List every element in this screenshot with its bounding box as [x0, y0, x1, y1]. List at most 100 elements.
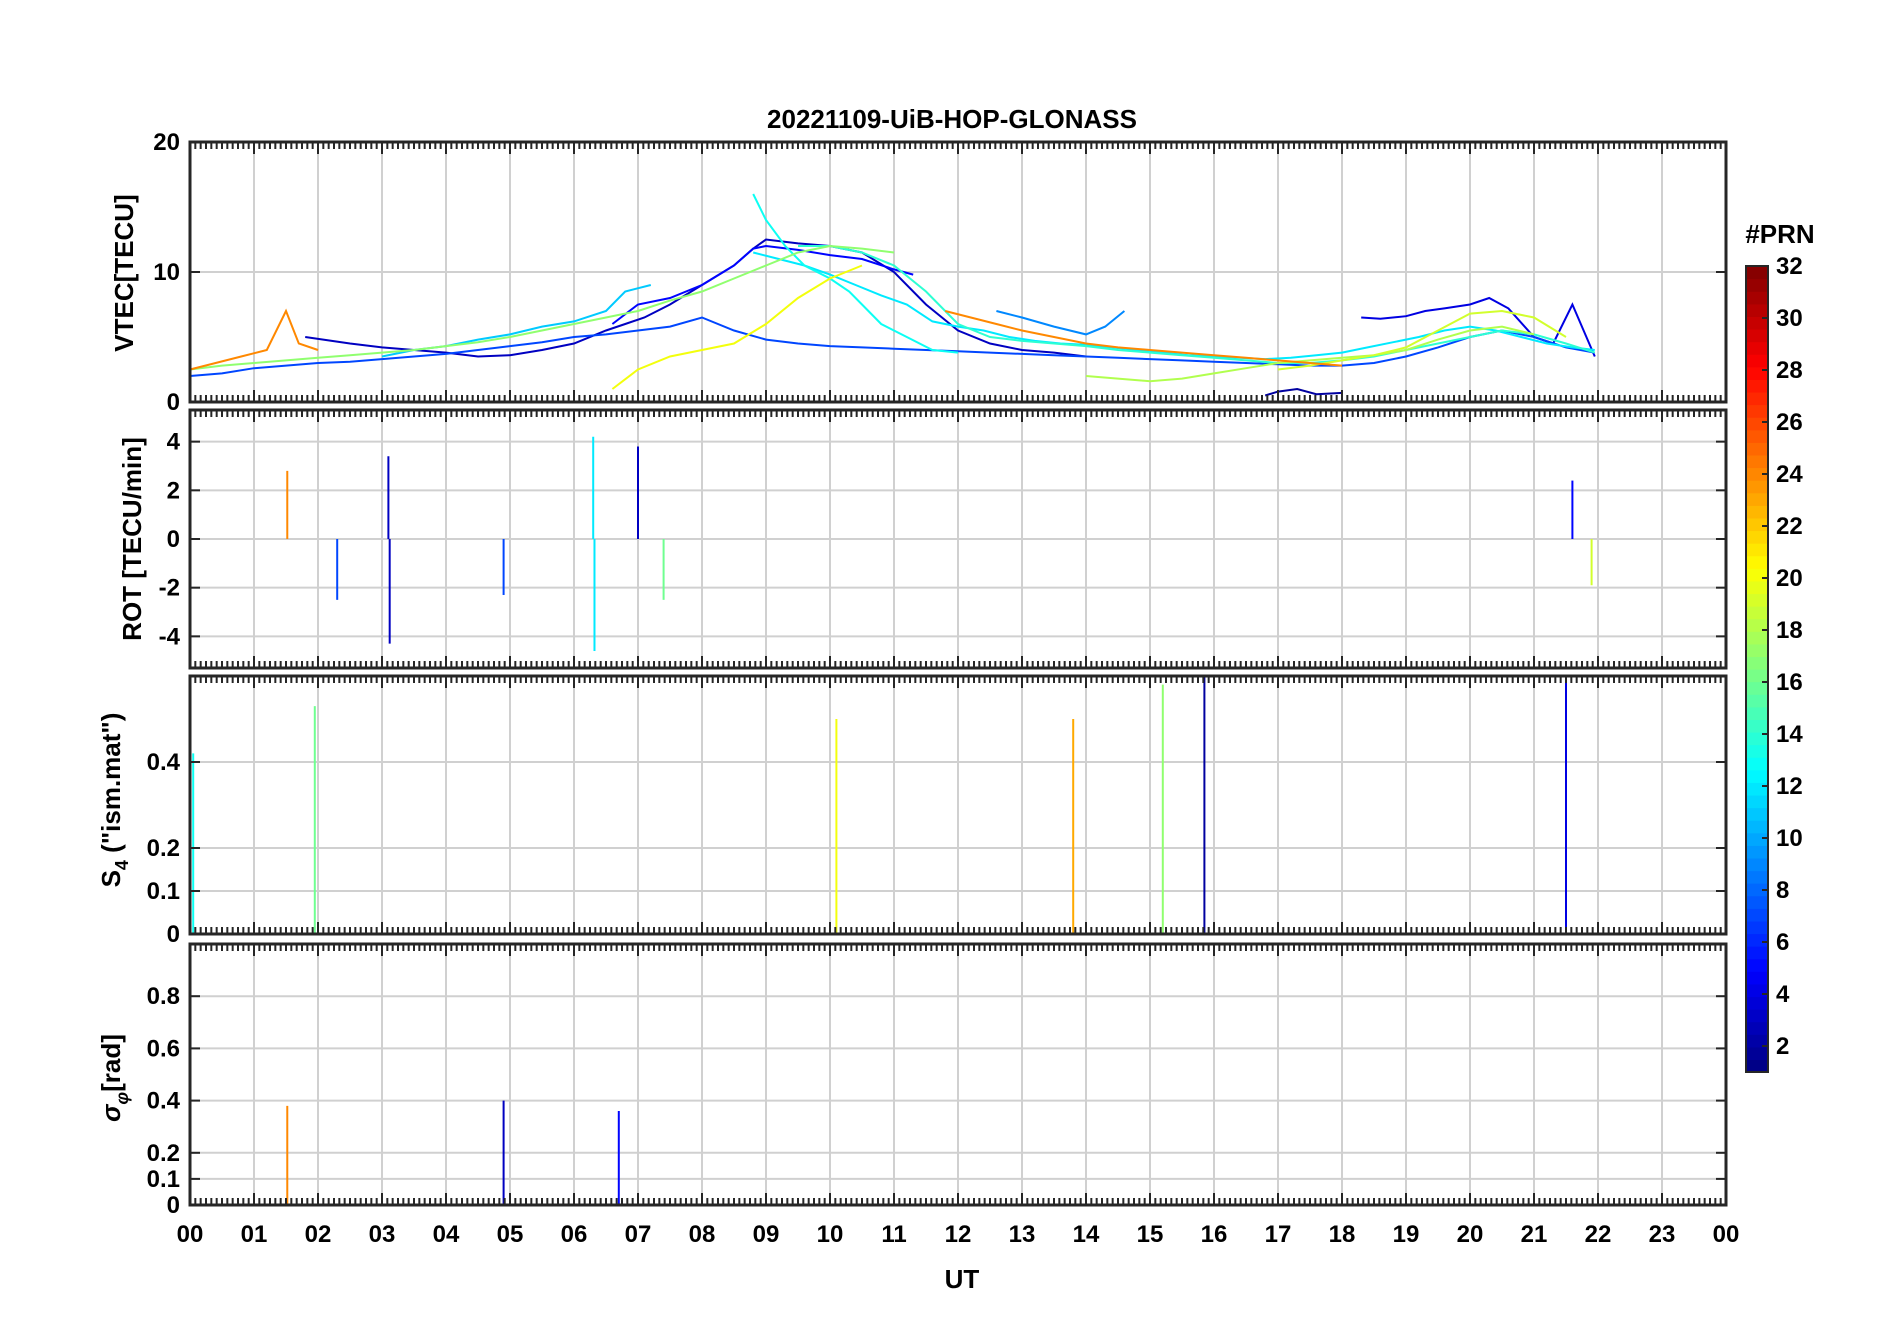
- colorbar-swatch: [1746, 794, 1768, 809]
- x-tick-label: 08: [689, 1221, 716, 1248]
- colorbar-swatch: [1746, 266, 1768, 280]
- colorbar-swatch: [1746, 291, 1768, 305]
- panel-vtec: 0 10 20 VTEC[TECU]: [109, 129, 1728, 416]
- series-line-prn-7: [189, 316, 1595, 377]
- chart-title: 20221109-UiB-HOP-GLONASS: [767, 104, 1137, 134]
- y-tick-label: -4: [159, 623, 181, 650]
- panel-sigma-phi: 00.10.2 0.4 0.6 0.8 σφ[rad]: [96, 942, 1728, 1219]
- x-tick-label: 03: [369, 1221, 396, 1248]
- colorbar-swatch: [1746, 769, 1768, 783]
- x-tick-label: 15: [1137, 1221, 1164, 1248]
- colorbar-swatch: [1746, 379, 1768, 393]
- colorbar-swatch: [1746, 958, 1768, 972]
- colorbar-swatch: [1746, 442, 1768, 456]
- colorbar-swatch: [1746, 391, 1768, 406]
- x-tick-label: 12: [945, 1221, 972, 1248]
- x-tick-label: 18: [1329, 1221, 1356, 1248]
- colorbar-frame: [1745, 265, 1769, 1073]
- colorbar-swatch: [1746, 1021, 1768, 1035]
- series-line-prn-9: [996, 310, 1126, 336]
- y-tick-label: 0.2: [147, 835, 180, 862]
- colorbar-swatch: [1746, 366, 1768, 380]
- colorbar-swatch: [1746, 467, 1768, 481]
- colorbar-title: #PRN: [1745, 219, 1814, 249]
- colorbar-tick-label: 30: [1776, 305, 1803, 332]
- colorbar-swatch: [1746, 883, 1768, 897]
- series-line-prn-3: [305, 238, 1087, 358]
- colorbar-tick-label: 32: [1776, 253, 1803, 280]
- series-line-prn-24: [944, 310, 1343, 367]
- x-tick-label: 13: [1009, 1221, 1036, 1248]
- colorbar-swatch: [1746, 845, 1768, 859]
- colorbar-swatch: [1746, 631, 1768, 645]
- colorbar-swatch: [1746, 908, 1768, 922]
- colorbar-swatch: [1746, 568, 1768, 582]
- colorbar-swatch: [1746, 996, 1768, 1010]
- y-tick-label: 0.1: [147, 878, 180, 905]
- x-tick-label: 05: [497, 1221, 524, 1248]
- colorbar-swatch: [1746, 517, 1768, 532]
- colorbar-tick-label: 28: [1776, 357, 1803, 384]
- colorbar-swatch: [1746, 328, 1768, 343]
- series-line-prn-24: [189, 308, 319, 371]
- x-tick-label: 02: [305, 1221, 332, 1248]
- colorbar-swatch: [1746, 1059, 1768, 1073]
- x-tick-label: 21: [1521, 1221, 1548, 1248]
- y-tick-label: 0: [167, 1192, 180, 1219]
- colorbar-tick-label: 14: [1776, 721, 1803, 748]
- colorbar-swatch: [1746, 492, 1768, 506]
- colorbar-tick-label: 16: [1776, 669, 1803, 696]
- panel-rot: -4 -2 0 2 4 ROT [TECU/min]: [117, 408, 1728, 670]
- colorbar-tick-label: 26: [1776, 409, 1803, 436]
- x-tick-label: 16: [1201, 1221, 1228, 1248]
- colorbar-swatch: [1746, 505, 1768, 519]
- series-line-prn-2: [1264, 387, 1343, 397]
- colorbar-swatch: [1746, 669, 1768, 683]
- x-tick-label: 00: [1713, 1221, 1740, 1248]
- colorbar-swatch: [1746, 580, 1768, 595]
- colorbar-swatch: [1746, 731, 1768, 746]
- x-axis: 00 01 02 03 04 05 06 07 08 09 10 11 12 13 14 15 16 17 18 19…: [177, 1221, 1740, 1248]
- panel-s4: 0 0.1 0.2 0.4 S4 ("ism.mat"): [96, 674, 1728, 948]
- colorbar-swatch: [1746, 480, 1768, 494]
- colorbar-swatch: [1746, 316, 1768, 330]
- y-tick-label: 0.8: [147, 983, 180, 1010]
- y-tick-label: 20: [153, 129, 180, 156]
- y-tick-label: 4: [167, 429, 181, 456]
- series-line-prn-4: [1361, 296, 1596, 357]
- colorbar-tick-label: 12: [1776, 773, 1803, 800]
- colorbar-tick-label: 4: [1776, 981, 1790, 1008]
- x-tick-label: 19: [1393, 1221, 1420, 1248]
- colorbar-tick-label: 24: [1776, 461, 1803, 488]
- series-line-prn-17: [189, 244, 895, 371]
- colorbar-swatch: [1746, 757, 1768, 771]
- colorbar-swatch: [1746, 593, 1768, 607]
- colorbar-swatch: [1746, 719, 1768, 733]
- colorbar-swatch: [1746, 643, 1768, 657]
- colorbar-swatch: [1746, 857, 1768, 872]
- y-axis-label-vtec: VTEC[TECU]: [109, 194, 139, 351]
- y-tick-label: 10: [153, 259, 180, 286]
- colorbar-swatch: [1746, 681, 1768, 695]
- colorbar-swatch: [1746, 656, 1768, 670]
- colorbar-swatch: [1746, 694, 1768, 708]
- colorbar-swatch: [1746, 429, 1768, 443]
- colorbar-swatch: [1746, 404, 1768, 418]
- y-axis-label-sigma-phi: σφ[rad]: [96, 1034, 132, 1122]
- colorbar-tick-label: 18: [1776, 617, 1803, 644]
- y-tick-label: 0: [167, 921, 180, 948]
- colorbar-swatch: [1746, 820, 1768, 834]
- y-tick-label: 0.2: [147, 1140, 180, 1167]
- y-tick-label: 0: [167, 526, 180, 553]
- colorbar-swatch: [1746, 1034, 1768, 1048]
- colorbar-swatch: [1746, 1046, 1768, 1060]
- series-line-prn-14: [798, 245, 1596, 364]
- colorbar-swatch: [1746, 555, 1768, 569]
- x-tick-label: 01: [241, 1221, 268, 1248]
- x-axis-label: UT: [945, 1264, 980, 1294]
- x-tick-label: 23: [1649, 1221, 1676, 1248]
- colorbar-swatch: [1746, 1009, 1768, 1023]
- colorbar-tick-label: 20: [1776, 565, 1803, 592]
